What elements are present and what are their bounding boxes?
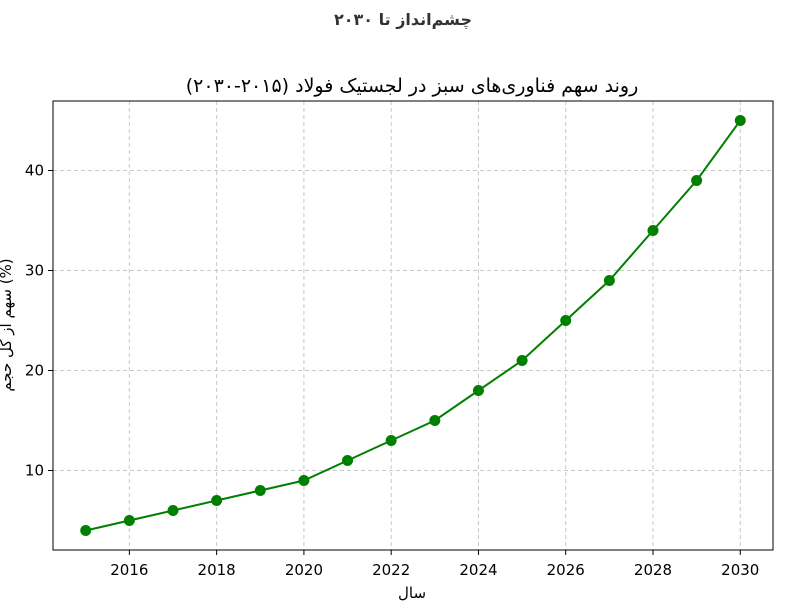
x-axis-label: سال [398, 584, 426, 602]
y-tick-label: 40 [25, 162, 44, 180]
data-point [647, 225, 659, 236]
x-tick-label: 2024 [459, 561, 497, 579]
data-point [298, 475, 310, 486]
y-axis-label: سهم از کل حجم (%) [0, 258, 15, 391]
data-point [80, 525, 92, 536]
y-tick-label: 10 [25, 462, 44, 480]
y-tick-label: 20 [25, 362, 44, 380]
x-tick-label: 2030 [721, 561, 759, 579]
data-point [429, 415, 441, 426]
data-point [560, 315, 572, 326]
data-point [385, 435, 397, 446]
data-point [254, 485, 266, 496]
x-axis-ticks: 2016 2018 2020 2022 2024 2026 2028 2030 [110, 550, 759, 579]
x-tick-label: 2026 [547, 561, 585, 579]
data-point [167, 505, 179, 516]
page-heading: چشم‌انداز تا ۲۰۳۰ [333, 10, 472, 29]
data-point [691, 175, 703, 186]
data-point [472, 385, 484, 396]
x-tick-label: 2018 [198, 561, 236, 579]
data-point [123, 515, 135, 526]
data-point [734, 115, 746, 126]
series-line [85, 119, 742, 532]
x-tick-label: 2020 [285, 561, 323, 579]
data-point [603, 275, 615, 286]
series-line-layer [85, 119, 742, 532]
y-axis-ticks: 10 20 30 40 [25, 162, 53, 480]
x-tick-label: 2028 [634, 561, 672, 579]
data-point [516, 355, 528, 366]
series-points [80, 115, 746, 536]
data-point [211, 495, 223, 506]
grid-lines [53, 101, 773, 550]
plot-frame [52, 100, 774, 551]
x-tick-label: 2022 [372, 561, 410, 579]
x-tick-label: 2016 [110, 561, 148, 579]
chart-title: روند سهم فناوری‌های سبز در لجستیک فولاد … [186, 75, 639, 97]
y-tick-label: 30 [25, 262, 44, 280]
data-point [342, 455, 354, 466]
